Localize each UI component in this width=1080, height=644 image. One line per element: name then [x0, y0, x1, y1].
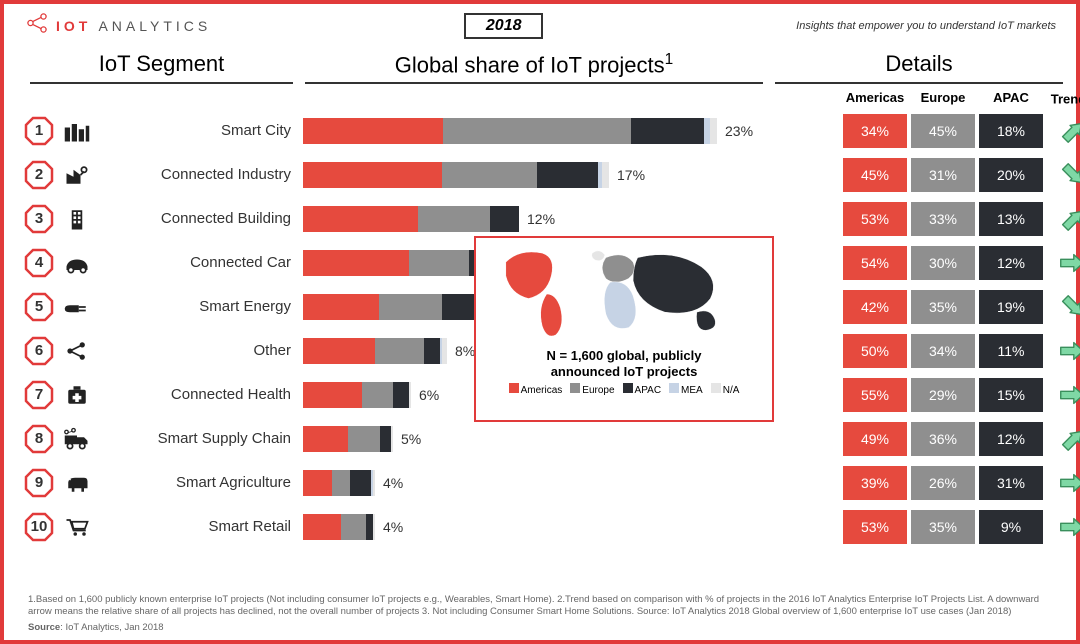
rank-badge: 3 — [24, 204, 54, 234]
col-share: Global share of IoT projects1 — [305, 51, 763, 84]
share-bar: 17% — [299, 162, 769, 188]
share-icon — [62, 338, 92, 364]
details-row: 55%29%15% — [779, 378, 1069, 412]
table-row: 10Smart Retail4%53%35%9% — [24, 505, 1056, 549]
trend-arrow-icon — [1047, 205, 1080, 233]
segment-label: Connected Health — [94, 386, 299, 403]
details-row: 39%26%31% — [779, 466, 1069, 500]
table-row: 3Connected Building12%53%33%13% — [24, 197, 1056, 241]
segment-label: Smart Energy — [94, 298, 299, 315]
car-icon — [62, 250, 92, 276]
table-row: 1Smart City23%34%45%18% — [24, 109, 1056, 153]
segment-label: Connected Car — [94, 254, 299, 271]
brand-logo: IOT ANALYTICS — [24, 10, 211, 41]
details-row: 42%35%19% — [779, 290, 1069, 324]
truck-icon — [62, 426, 92, 452]
header: IOT ANALYTICS 2018 Insights that empower… — [4, 4, 1076, 43]
rank-badge: 5 — [24, 292, 54, 322]
legend-item: APAC — [623, 383, 662, 396]
col-details: Details — [775, 51, 1063, 84]
logo-icon — [24, 10, 50, 41]
details-row: 54%30%12% — [779, 246, 1069, 280]
segment-label: Smart Agriculture — [94, 474, 299, 491]
segment-label: Smart Supply Chain — [94, 430, 299, 447]
trend-arrow-icon — [1047, 513, 1080, 541]
legend-item: Americas — [509, 383, 563, 396]
details-row: 49%36%12% — [779, 422, 1069, 456]
rank-badge: 4 — [24, 248, 54, 278]
table-row: 2Connected Industry17%45%31%20% — [24, 153, 1056, 197]
rank-badge: 10 — [24, 512, 54, 542]
tagline: Insights that empower you to understand … — [796, 20, 1056, 32]
brand-name: IOT ANALYTICS — [56, 18, 211, 34]
segment-label: Connected Industry — [94, 166, 299, 183]
rank-badge: 7 — [24, 380, 54, 410]
legend-item: MEA — [669, 383, 703, 396]
footnotes: 1.Based on 1,600 publicly known enterpri… — [28, 594, 1052, 634]
trend-arrow-icon — [1047, 469, 1080, 497]
details-row: 50%34%11% — [779, 334, 1069, 368]
details-row: 53%35%9% — [779, 510, 1069, 544]
trend-arrow-icon — [1047, 337, 1080, 365]
building-icon — [62, 206, 92, 232]
year-badge: 2018 — [464, 13, 544, 39]
column-headers: IoT Segment Global share of IoT projects… — [4, 43, 1076, 86]
table-row: 9Smart Agriculture4%39%26%31% — [24, 461, 1056, 505]
city-icon — [62, 118, 92, 144]
table-row: 8Smart Supply Chain5%49%36%12% — [24, 417, 1056, 461]
trend-arrow-icon — [1047, 425, 1080, 453]
share-bar: 23% — [299, 118, 769, 144]
segment-label: Smart Retail — [94, 518, 299, 535]
rank-badge: 8 — [24, 424, 54, 454]
world-map-icon — [482, 244, 766, 344]
trend-arrow-icon — [1047, 249, 1080, 277]
share-bar: 4% — [299, 514, 769, 540]
details-row: 34%45%18% — [779, 114, 1069, 148]
rank-badge: 2 — [24, 160, 54, 190]
segment-label: Connected Building — [94, 210, 299, 227]
legend-item: N/A — [711, 383, 740, 396]
details-row: 45%31%20% — [779, 158, 1069, 192]
trend-arrow-icon — [1047, 117, 1080, 145]
rank-badge: 1 — [24, 116, 54, 146]
trend-arrow-icon — [1047, 381, 1080, 409]
plug-icon — [62, 294, 92, 320]
rank-badge: 9 — [24, 468, 54, 498]
legend-item: Europe — [570, 383, 614, 396]
details-subheader: Americas Europe APAC Trend2 — [779, 86, 1069, 108]
industry-icon — [62, 162, 92, 188]
cow-icon — [62, 470, 92, 496]
cart-icon — [62, 514, 92, 540]
segment-label: Other — [94, 342, 299, 359]
trend-arrow-icon — [1047, 161, 1080, 189]
details-row: 53%33%13% — [779, 202, 1069, 236]
share-bar: 4% — [299, 470, 769, 496]
trend-arrow-icon — [1047, 293, 1080, 321]
rank-badge: 6 — [24, 336, 54, 366]
map-legend: Americas Europe APAC MEA N/A — [509, 383, 740, 396]
share-bar: 5% — [299, 426, 769, 452]
col-segment: IoT Segment — [30, 51, 293, 84]
share-bar: 12% — [299, 206, 769, 232]
health-icon — [62, 382, 92, 408]
segment-label: Smart City — [94, 122, 299, 139]
map-caption: N = 1,600 global, publiclyannounced IoT … — [547, 348, 702, 379]
map-inset: N = 1,600 global, publiclyannounced IoT … — [474, 236, 774, 422]
